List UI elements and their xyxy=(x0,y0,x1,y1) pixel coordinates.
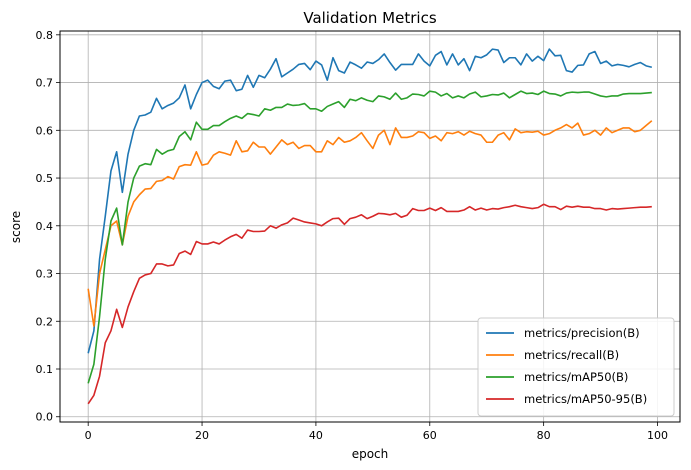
x-tick-label: 80 xyxy=(537,429,551,442)
legend-box xyxy=(477,317,675,417)
x-tick-label: 0 xyxy=(85,429,92,442)
y-tick-label: 0.3 xyxy=(36,268,54,281)
x-tick-label: 60 xyxy=(423,429,437,442)
y-tick-label: 0.6 xyxy=(36,124,54,137)
series-line-1 xyxy=(87,120,653,327)
plot-frame xyxy=(59,30,681,423)
grid xyxy=(60,31,680,422)
x-tick-label: 20 xyxy=(195,429,209,442)
plot-series xyxy=(87,48,653,405)
y-axis-label: score xyxy=(9,211,23,243)
y-tick-label: 0.5 xyxy=(36,172,54,185)
legend-label: metrics/precision(B) xyxy=(524,326,640,340)
legend-label: metrics/mAP50-95(B) xyxy=(524,392,647,406)
legend-label: metrics/mAP50(B) xyxy=(524,370,628,384)
x-axis-label: epoch xyxy=(352,447,389,461)
y-tick-label: 0.1 xyxy=(36,363,54,376)
series-line-0 xyxy=(87,48,653,354)
axis-ticks: 0 20 40 60 80 100 0.0 0.1 0.2 0.3 0.4 0.5 0.6 0.7 0.8 xyxy=(36,29,669,442)
y-tick-label: 0.7 xyxy=(36,77,54,90)
y-tick-label: 0.2 xyxy=(36,315,54,328)
legend-label: metrics/recall(B) xyxy=(524,348,619,362)
x-tick-label: 100 xyxy=(647,429,668,442)
legend: metrics/precision(B) metrics/recall(B) met… xyxy=(477,317,675,417)
series-line-3 xyxy=(87,203,652,405)
x-tick-label: 40 xyxy=(309,429,323,442)
chart-title: Validation Metrics xyxy=(303,9,436,27)
series-line-2 xyxy=(87,90,652,384)
y-tick-label: 0.4 xyxy=(36,220,54,233)
y-tick-label: 0.8 xyxy=(36,29,54,42)
y-tick-label: 0.0 xyxy=(36,411,54,424)
